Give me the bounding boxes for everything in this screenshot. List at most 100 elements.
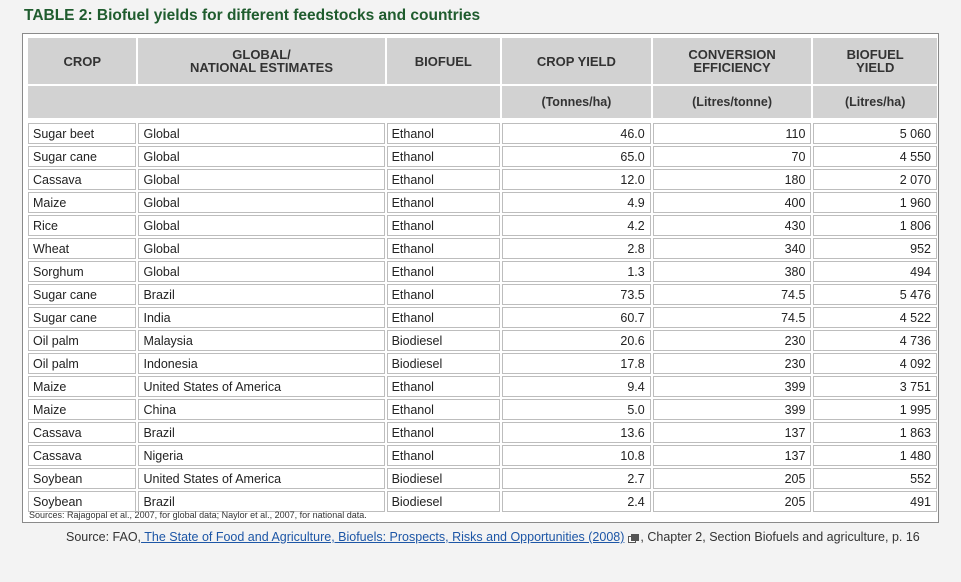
table-row: Maize Global Ethanol 4.9 400 1 960	[28, 192, 937, 213]
cell-biofuel-yield: 5 060	[813, 123, 937, 144]
external-link-icon[interactable]	[628, 534, 640, 543]
cell-biofuel: Biodiesel	[386, 353, 501, 374]
cell-crop-yield: 1.3	[502, 261, 651, 282]
cell-biofuel-yield: 1 480	[813, 445, 937, 466]
source-line: Source: FAO, The State of Food and Agric…	[66, 530, 920, 544]
sources-note: Sources: Rajagopal et al., 2007, for glo…	[29, 510, 367, 520]
cell-conversion-efficiency: 230	[652, 330, 812, 351]
biofuel-yields-table: CROP GLOBAL/NATIONAL ESTIMATES BIOFUEL C…	[26, 36, 939, 514]
table-body: Sugar beet Global Ethanol 46.0 110 5 060 Sugar…	[28, 123, 937, 512]
cell-conversion-efficiency: 137	[652, 422, 812, 443]
cell-estimate: Global	[138, 215, 385, 236]
cell-biofuel-yield: 4 550	[813, 146, 937, 167]
table-row: Oil palm Indonesia Biodiesel 17.8 230 4 092	[28, 353, 937, 374]
cell-biofuel: Ethanol	[386, 445, 501, 466]
cell-estimate: Global	[138, 146, 385, 167]
header-conversion-efficiency: CONVERSION EFFICIENCY	[652, 38, 812, 84]
cell-crop: Sugar cane	[28, 146, 137, 167]
header-biofuel-yield: BIOFUEL YIELD	[813, 38, 937, 84]
cell-biofuel-yield: 1 995	[813, 399, 937, 420]
cell-biofuel: Ethanol	[386, 261, 501, 282]
cell-estimate: Global	[138, 123, 385, 144]
units-row: (Tonnes/ha) (Litres/tonne) (Litres/ha)	[28, 86, 937, 118]
table-title: TABLE 2: Biofuel yields for different fe…	[24, 7, 481, 24]
cell-crop-yield: 60.7	[502, 307, 651, 328]
table-row: Sugar cane Brazil Ethanol 73.5 74.5 5 476	[28, 284, 937, 305]
cell-biofuel: Biodiesel	[386, 491, 501, 512]
cell-crop-yield: 10.8	[502, 445, 651, 466]
cell-biofuel: Ethanol	[386, 192, 501, 213]
table-row: Maize United States of America Ethanol 9.4 3…	[28, 376, 937, 397]
cell-biofuel-yield: 4 522	[813, 307, 937, 328]
cell-biofuel: Ethanol	[386, 376, 501, 397]
cell-biofuel-yield: 4 736	[813, 330, 937, 351]
cell-biofuel-yield: 3 751	[813, 376, 937, 397]
cell-crop: Rice	[28, 215, 137, 236]
cell-conversion-efficiency: 430	[652, 215, 812, 236]
header-estimates: GLOBAL/NATIONAL ESTIMATES	[138, 38, 385, 84]
cell-crop: Soybean	[28, 468, 137, 489]
source-prefix: Source: FAO,	[66, 530, 142, 544]
cell-estimate: Global	[138, 238, 385, 259]
table-row: Sugar cane Global Ethanol 65.0 70 4 550	[28, 146, 937, 167]
table-row: Wheat Global Ethanol 2.8 340 952	[28, 238, 937, 259]
table-row: Sugar cane India Ethanol 60.7 74.5 4 522	[28, 307, 937, 328]
cell-crop-yield: 2.7	[502, 468, 651, 489]
cell-crop: Oil palm	[28, 353, 137, 374]
cell-conversion-efficiency: 137	[652, 445, 812, 466]
table-row: Cassava Global Ethanol 12.0 180 2 070	[28, 169, 937, 190]
cell-crop: Cassava	[28, 422, 137, 443]
cell-estimate: India	[138, 307, 385, 328]
cell-crop: Cassava	[28, 445, 137, 466]
header-crop-yield: CROP YIELD	[502, 38, 651, 84]
cell-estimate: United States of America	[138, 468, 385, 489]
cell-crop: Cassava	[28, 169, 137, 190]
cell-crop: Sorghum	[28, 261, 137, 282]
cell-biofuel: Ethanol	[386, 215, 501, 236]
cell-biofuel-yield: 491	[813, 491, 937, 512]
source-link[interactable]: The State of Food and Agriculture, Biofu…	[141, 530, 625, 544]
table-row: Soybean United States of America Biodiesel…	[28, 468, 937, 489]
cell-crop-yield: 17.8	[502, 353, 651, 374]
units-biofuel-yield: (Litres/ha)	[813, 86, 937, 118]
cell-crop-yield: 5.0	[502, 399, 651, 420]
header-biofuel: BIOFUEL	[386, 38, 501, 84]
cell-biofuel: Ethanol	[386, 123, 501, 144]
cell-conversion-efficiency: 74.5	[652, 307, 812, 328]
cell-biofuel: Biodiesel	[386, 330, 501, 351]
cell-biofuel: Ethanol	[386, 146, 501, 167]
cell-crop-yield: 4.9	[502, 192, 651, 213]
cell-crop-yield: 2.8	[502, 238, 651, 259]
table-row: Soybean Brazil Biodiesel 2.4 205 491	[28, 491, 937, 512]
cell-crop: Maize	[28, 399, 137, 420]
table-row: Oil palm Malaysia Biodiesel 20.6 230 4 736	[28, 330, 937, 351]
cell-conversion-efficiency: 70	[652, 146, 812, 167]
table-row: Cassava Nigeria Ethanol 10.8 137 1 480	[28, 445, 937, 466]
cell-estimate: Brazil	[138, 284, 385, 305]
cell-crop-yield: 2.4	[502, 491, 651, 512]
cell-conversion-efficiency: 340	[652, 238, 812, 259]
cell-biofuel-yield: 5 476	[813, 284, 937, 305]
cell-biofuel: Ethanol	[386, 169, 501, 190]
cell-biofuel-yield: 952	[813, 238, 937, 259]
cell-biofuel: Ethanol	[386, 284, 501, 305]
cell-biofuel-yield: 2 070	[813, 169, 937, 190]
cell-crop: Maize	[28, 192, 137, 213]
cell-crop: Maize	[28, 376, 137, 397]
cell-conversion-efficiency: 230	[652, 353, 812, 374]
units-crop-yield: (Tonnes/ha)	[502, 86, 651, 118]
header-crop: CROP	[28, 38, 137, 84]
cell-crop-yield: 12.0	[502, 169, 651, 190]
cell-crop: Sugar beet	[28, 123, 137, 144]
units-blank	[28, 86, 501, 118]
cell-estimate: Indonesia	[138, 353, 385, 374]
units-conversion: (Litres/tonne)	[652, 86, 812, 118]
cell-conversion-efficiency: 400	[652, 192, 812, 213]
cell-crop: Soybean	[28, 491, 137, 512]
cell-crop-yield: 13.6	[502, 422, 651, 443]
cell-crop: Sugar cane	[28, 307, 137, 328]
table-row: Sorghum Global Ethanol 1.3 380 494	[28, 261, 937, 282]
cell-conversion-efficiency: 205	[652, 491, 812, 512]
cell-estimate: China	[138, 399, 385, 420]
cell-biofuel: Ethanol	[386, 307, 501, 328]
